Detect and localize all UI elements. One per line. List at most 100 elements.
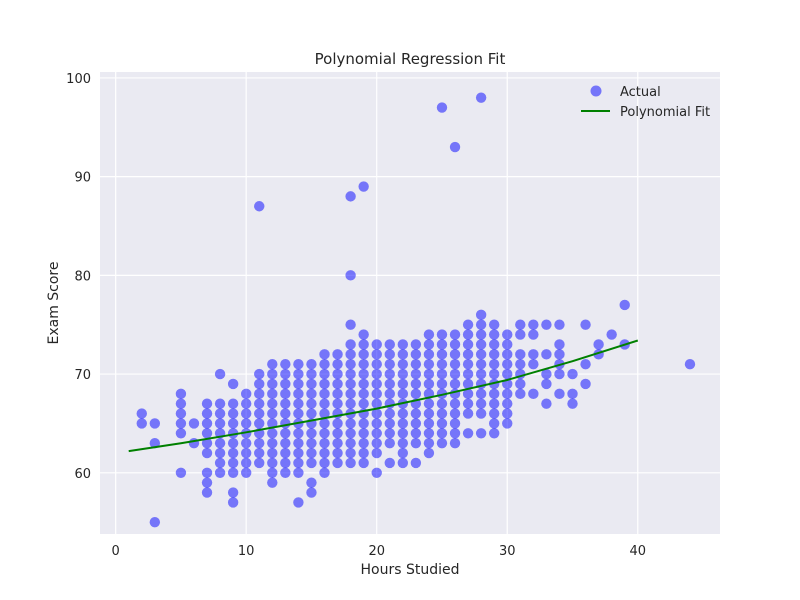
data-point <box>449 408 461 419</box>
data-point <box>449 329 461 340</box>
data-point <box>554 368 565 380</box>
x-axis-label: Hours Studied <box>361 562 460 578</box>
data-point <box>462 349 474 360</box>
data-point <box>423 329 435 340</box>
data-point <box>201 418 213 429</box>
data-point <box>502 329 513 340</box>
data-point <box>384 437 395 449</box>
y-tick-label: 70 <box>74 368 91 383</box>
data-point <box>293 497 304 508</box>
data-point <box>227 447 239 459</box>
data-point <box>580 319 591 330</box>
data-point <box>293 437 304 449</box>
data-point <box>319 349 330 360</box>
data-point <box>293 447 304 459</box>
legend-label-actual: Actual <box>620 85 661 100</box>
data-point <box>280 437 291 449</box>
data-point <box>136 408 147 419</box>
data-point <box>515 319 526 330</box>
data-point <box>267 457 278 469</box>
data-point <box>319 447 330 459</box>
data-point <box>488 339 500 350</box>
data-point <box>384 457 395 469</box>
data-point <box>371 359 382 370</box>
data-point <box>515 329 526 340</box>
data-point <box>293 378 304 390</box>
data-point <box>475 388 487 400</box>
data-point <box>423 378 435 390</box>
data-point <box>462 388 474 400</box>
data-point <box>436 378 448 390</box>
data-point <box>554 339 565 350</box>
data-point <box>254 447 265 459</box>
data-point <box>371 378 382 390</box>
data-point <box>201 447 213 459</box>
data-point <box>267 398 278 409</box>
data-point <box>345 191 356 202</box>
data-point <box>227 457 239 469</box>
data-point <box>488 349 500 360</box>
data-point <box>488 398 500 409</box>
data-point <box>267 408 278 419</box>
data-point <box>462 359 474 370</box>
data-point <box>397 418 409 429</box>
legend-label-fit: Polynomial Fit <box>620 105 710 120</box>
legend: Actual Polynomial Fit <box>581 85 710 120</box>
data-point <box>410 457 422 469</box>
data-point <box>175 418 187 429</box>
data-point <box>423 408 435 419</box>
data-point <box>254 368 265 380</box>
data-point <box>214 408 226 419</box>
y-tick-label: 60 <box>74 467 91 482</box>
data-point <box>306 388 317 400</box>
data-point <box>358 339 369 350</box>
data-point <box>201 437 213 449</box>
data-point <box>358 181 369 192</box>
data-point <box>475 92 487 103</box>
data-point <box>410 388 422 400</box>
data-point <box>267 378 278 390</box>
data-point <box>214 418 226 429</box>
data-point <box>345 270 356 281</box>
data-point <box>475 309 487 321</box>
data-point <box>371 388 382 400</box>
data-point <box>488 418 500 429</box>
data-point <box>319 398 330 409</box>
data-point <box>397 428 409 439</box>
x-tick-label: 10 <box>238 544 255 559</box>
data-point <box>254 437 265 449</box>
data-point <box>332 378 343 390</box>
data-point <box>423 428 435 439</box>
data-point <box>293 388 304 400</box>
data-point <box>306 428 317 439</box>
data-point <box>240 398 252 409</box>
data-point <box>280 378 291 390</box>
data-point <box>201 467 213 478</box>
data-point <box>358 398 369 409</box>
data-point <box>502 359 513 370</box>
fit-line-layer <box>128 339 639 453</box>
data-point <box>371 368 382 380</box>
data-point <box>462 319 474 330</box>
data-point <box>306 447 317 459</box>
data-point <box>515 378 526 390</box>
data-point <box>436 408 448 419</box>
data-point <box>384 388 395 400</box>
data-point <box>449 428 461 439</box>
data-point <box>502 408 513 419</box>
data-point <box>475 349 487 360</box>
data-point <box>371 418 382 429</box>
tick-labels: 0 10 20 30 40 60 70 80 90 100 <box>66 72 646 559</box>
data-point <box>436 349 448 360</box>
data-point <box>293 428 304 439</box>
data-point <box>684 359 696 370</box>
data-point <box>567 368 578 380</box>
data-point <box>397 408 409 419</box>
data-point <box>280 467 291 478</box>
data-point <box>449 378 461 390</box>
data-point <box>267 428 278 439</box>
data-point <box>488 408 500 419</box>
data-point <box>254 378 265 390</box>
data-point <box>214 398 226 409</box>
data-point <box>293 368 304 380</box>
